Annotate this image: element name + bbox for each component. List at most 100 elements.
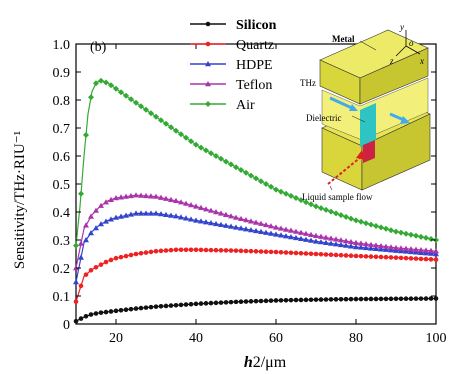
data-point xyxy=(338,212,344,219)
data-point xyxy=(393,244,399,251)
data-point xyxy=(203,147,209,154)
data-point xyxy=(328,252,334,258)
data-point xyxy=(213,209,219,215)
data-point xyxy=(188,247,194,253)
legend-item-silicon: Silicon xyxy=(190,18,277,33)
legend-label: Teflon xyxy=(236,78,272,93)
data-point xyxy=(88,213,94,219)
data-point xyxy=(318,297,324,302)
data-point xyxy=(278,249,284,255)
legend: Silicon Quartz HDPE Teflon Air xyxy=(190,18,277,113)
data-point xyxy=(353,239,359,245)
data-point xyxy=(93,207,99,213)
data-point xyxy=(153,210,159,216)
data-point xyxy=(178,302,184,308)
data-point xyxy=(393,296,399,302)
data-point xyxy=(363,220,369,227)
data-point xyxy=(413,246,419,252)
data-point xyxy=(218,248,224,253)
data-point xyxy=(103,79,109,86)
data-point xyxy=(223,248,229,253)
data-point xyxy=(83,132,89,138)
legend-swatch-marker xyxy=(205,61,211,67)
data-point xyxy=(423,296,429,301)
data-point xyxy=(83,222,89,228)
data-point xyxy=(78,190,84,197)
data-point xyxy=(173,127,179,134)
x-tick-label: 60 xyxy=(269,331,283,346)
data-point xyxy=(98,202,104,208)
legend-label: Air xyxy=(236,98,255,113)
data-point xyxy=(278,298,284,303)
data-point xyxy=(363,244,369,251)
data-point xyxy=(113,255,119,261)
data-point xyxy=(333,236,339,242)
data-point xyxy=(188,301,194,307)
data-point xyxy=(128,96,134,103)
data-point xyxy=(148,304,154,310)
legend-label: Quartz xyxy=(236,38,274,53)
data-point xyxy=(113,195,119,201)
data-point xyxy=(248,172,254,179)
data-point xyxy=(78,240,84,246)
data-point xyxy=(183,200,189,206)
data-point xyxy=(288,192,294,199)
data-point xyxy=(408,231,414,238)
data-point xyxy=(188,216,194,222)
data-point xyxy=(428,235,434,242)
data-point xyxy=(323,239,329,245)
y-tick-label: 0.3 xyxy=(53,234,71,249)
data-point xyxy=(123,307,129,313)
data-point xyxy=(343,238,349,244)
data-point xyxy=(253,219,259,225)
y-tick-label: 0 xyxy=(63,318,70,333)
data-point xyxy=(143,210,149,216)
data-point xyxy=(388,247,394,253)
data-point xyxy=(308,201,314,208)
data-point xyxy=(363,241,369,247)
data-point xyxy=(288,234,294,240)
data-point xyxy=(193,217,199,223)
data-point xyxy=(358,244,364,250)
data-point xyxy=(133,192,139,198)
data-point xyxy=(368,254,374,259)
data-point xyxy=(188,138,194,145)
data-point xyxy=(168,303,174,308)
data-point xyxy=(118,307,124,313)
flow-leader xyxy=(329,185,333,191)
data-point xyxy=(308,251,314,257)
data-point xyxy=(293,297,299,303)
data-point xyxy=(243,226,249,232)
data-point xyxy=(233,214,239,220)
data-point xyxy=(428,250,434,256)
data-point xyxy=(413,296,419,301)
data-point xyxy=(403,245,409,251)
y-tick-label: 0.9 xyxy=(53,66,71,81)
data-point xyxy=(358,240,364,246)
data-point xyxy=(298,250,304,256)
data-point xyxy=(88,230,94,236)
data-point xyxy=(408,246,414,252)
data-point xyxy=(423,247,429,253)
y-tick-label: 0.5 xyxy=(53,178,71,193)
data-point xyxy=(78,283,84,289)
data-point xyxy=(388,255,394,260)
series-layer xyxy=(73,77,439,324)
data-point xyxy=(333,252,339,258)
data-point xyxy=(418,256,424,262)
data-point xyxy=(243,169,249,176)
data-point xyxy=(233,248,239,253)
data-point xyxy=(183,215,189,221)
data-point xyxy=(108,196,114,202)
data-point xyxy=(263,298,269,304)
data-point xyxy=(378,242,384,249)
data-point xyxy=(283,190,289,197)
data-point xyxy=(308,231,314,237)
data-point xyxy=(208,300,214,306)
data-point xyxy=(108,257,114,263)
series-teflon xyxy=(73,192,439,271)
data-point xyxy=(258,228,264,234)
data-point xyxy=(273,249,279,255)
data-point xyxy=(243,248,249,254)
data-point xyxy=(258,220,264,226)
